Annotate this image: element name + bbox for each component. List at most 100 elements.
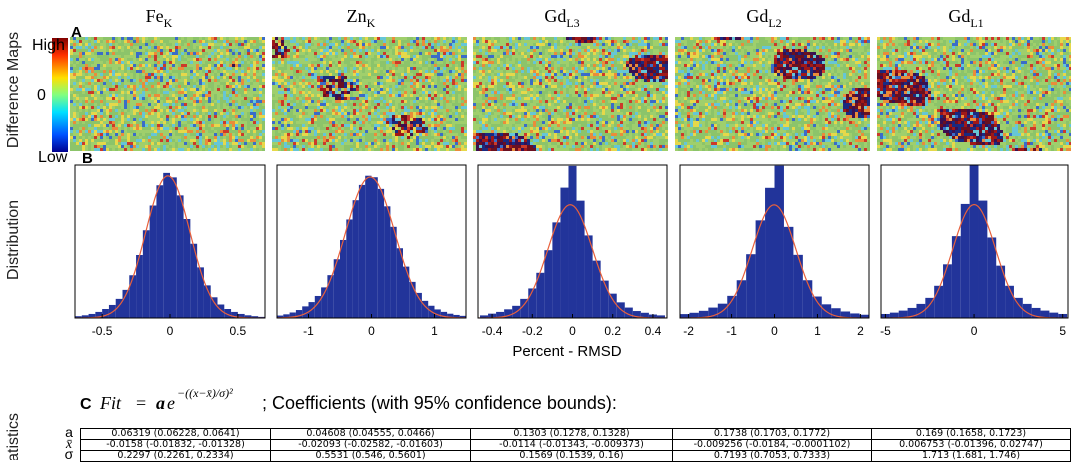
- map-pixel: [181, 91, 184, 94]
- map-pixel: [464, 37, 467, 40]
- map-pixel: [142, 139, 145, 142]
- map-pixel: [208, 145, 211, 148]
- map-pixel: [241, 136, 244, 139]
- map-pixel: [97, 112, 100, 115]
- map-pixel: [308, 106, 311, 109]
- map-pixel: [326, 70, 329, 73]
- map-pixel: [356, 49, 359, 52]
- map-pixel: [404, 49, 407, 52]
- difference-maps: [70, 37, 1071, 151]
- map-pixel: [244, 148, 247, 151]
- map-pixel: [79, 148, 82, 151]
- map-pixel: [145, 112, 148, 115]
- map-pixel: [160, 70, 163, 73]
- colorbar: [52, 38, 68, 152]
- map-pixel: [160, 79, 163, 82]
- map-pixel: [76, 112, 79, 115]
- map-pixel: [226, 58, 229, 61]
- map-pixel: [112, 67, 115, 70]
- map-pixel: [302, 133, 305, 136]
- map-pixel: [181, 97, 184, 100]
- map-pixel: [392, 136, 395, 139]
- map-pixel: [178, 37, 181, 40]
- map-pixel: [305, 64, 308, 67]
- map-pixel: [244, 118, 247, 121]
- map-pixel: [431, 145, 434, 148]
- map-pixel: [223, 136, 226, 139]
- map-pixel: [380, 79, 383, 82]
- map-pixel: [97, 46, 100, 49]
- map-pixel: [287, 148, 290, 151]
- map-pixel: [458, 91, 461, 94]
- map-pixel: [157, 37, 160, 40]
- map-pixel: [425, 91, 428, 94]
- map-pixel: [112, 124, 115, 127]
- map-pixel: [196, 67, 199, 70]
- map-pixel: [166, 112, 169, 115]
- map-pixel: [359, 118, 362, 121]
- map-pixel: [244, 106, 247, 109]
- map-pixel: [404, 85, 407, 88]
- map-pixel: [314, 46, 317, 49]
- map-pixel: [308, 145, 311, 148]
- map-pixel: [413, 124, 416, 127]
- map-pixel: [88, 46, 91, 49]
- map-pixel: [154, 88, 157, 91]
- map-pixel: [184, 148, 187, 151]
- map-pixel: [169, 136, 172, 139]
- map-pixel: [106, 115, 109, 118]
- map-pixel: [112, 91, 115, 94]
- map-pixel: [278, 121, 281, 124]
- map-pixel: [275, 103, 278, 106]
- map-pixel: [130, 97, 133, 100]
- map-pixel: [386, 49, 389, 52]
- map-pixel: [127, 79, 130, 82]
- map-pixel: [88, 145, 91, 148]
- map-pixel: [434, 142, 437, 145]
- map-pixel: [112, 46, 115, 49]
- map-pixel: [256, 97, 259, 100]
- map-pixel: [136, 40, 139, 43]
- map-pixel: [446, 61, 449, 64]
- map-pixel: [187, 37, 190, 40]
- map-pixel: [389, 49, 392, 52]
- map-pixel: [169, 94, 172, 97]
- map-pixel: [362, 43, 365, 46]
- map-pixel: [82, 103, 85, 106]
- map-pixel: [76, 73, 79, 76]
- map-pixel: [305, 70, 308, 73]
- map-pixel: [190, 142, 193, 145]
- map-pixel: [275, 148, 278, 151]
- map-pixel: [79, 82, 82, 85]
- map-pixel: [100, 115, 103, 118]
- map-pixel: [247, 64, 250, 67]
- map-pixel: [145, 133, 148, 136]
- map-pixel: [262, 145, 265, 148]
- map-pixel: [259, 142, 262, 145]
- map-pixel: [311, 88, 314, 91]
- map-pixel: [272, 136, 275, 139]
- map-pixel: [425, 61, 428, 64]
- map-pixel: [428, 103, 431, 106]
- map-pixel: [278, 49, 281, 52]
- map-pixel: [302, 112, 305, 115]
- map-pixel: [211, 58, 214, 61]
- map-pixel: [160, 124, 163, 127]
- map-pixel: [452, 115, 455, 118]
- map-pixel: [362, 94, 365, 97]
- map-pixel: [449, 133, 452, 136]
- map-pixel: [365, 64, 368, 67]
- map-pixel: [226, 121, 229, 124]
- map-pixel: [305, 115, 308, 118]
- map-pixel: [395, 118, 398, 121]
- map-pixel: [205, 121, 208, 124]
- map-pixel: [290, 37, 293, 40]
- map-pixel: [329, 88, 332, 91]
- map-pixel: [259, 43, 262, 46]
- map-pixel: [284, 133, 287, 136]
- map-pixel: [362, 82, 365, 85]
- map-pixel: [410, 133, 413, 136]
- map-pixel: [338, 106, 341, 109]
- map-pixel: [401, 40, 404, 43]
- map-pixel: [181, 73, 184, 76]
